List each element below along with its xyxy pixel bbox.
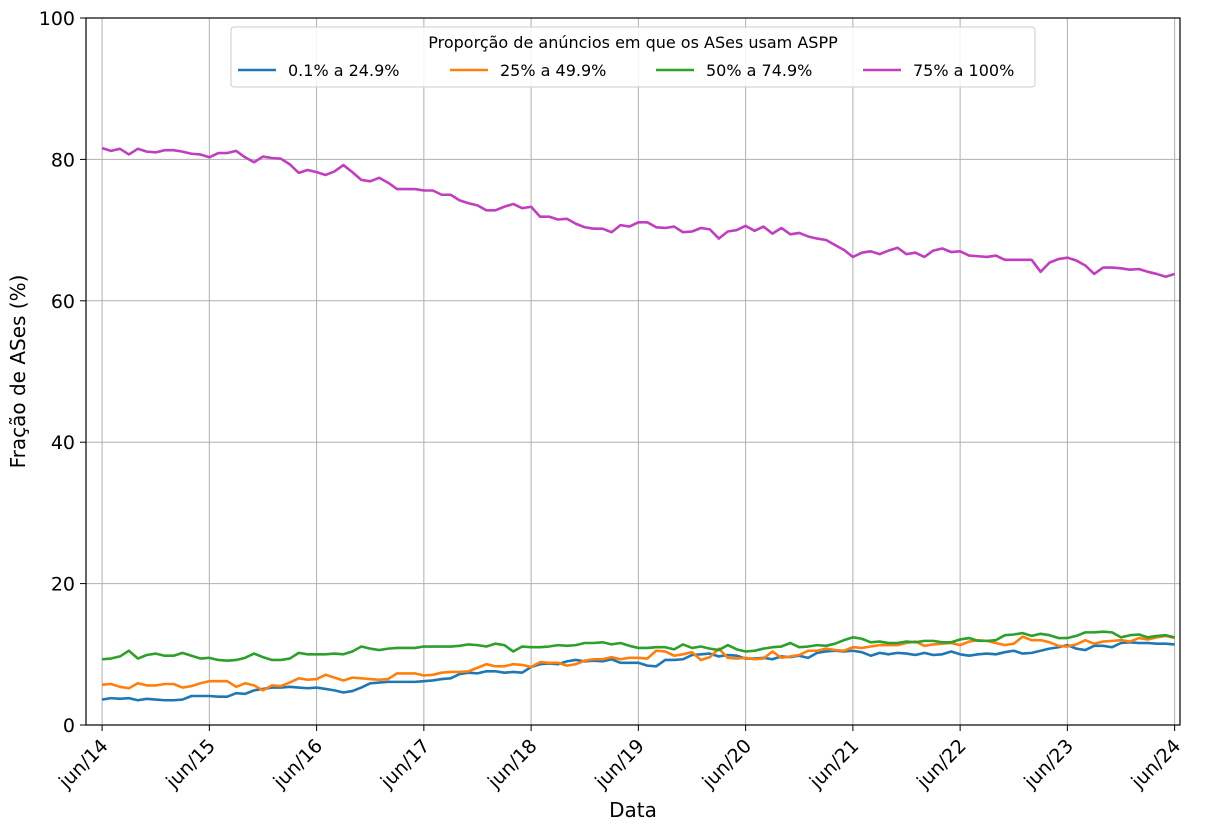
legend-label: 50% a 74.9% — [706, 61, 812, 80]
x-tick-label: jun/18 — [483, 735, 542, 794]
series-line — [101, 634, 1175, 692]
y-tick-label: 40 — [51, 432, 75, 454]
y-tick-label: 80 — [51, 149, 75, 171]
x-tick-label: jun/23 — [1019, 735, 1078, 794]
x-tick-label: jun/15 — [161, 735, 220, 794]
x-tick-label: jun/14 — [54, 735, 113, 794]
x-tick-label: jun/17 — [376, 735, 435, 794]
series-line — [101, 146, 1176, 279]
series-line — [101, 630, 1175, 662]
x-axis-label: Data — [609, 798, 657, 822]
x-tick-label: jun/16 — [268, 735, 327, 794]
legend-title: Proporção de anúncios em que os ASes usa… — [428, 33, 838, 52]
x-tick-label: jun/24 — [1127, 735, 1186, 794]
x-tick-label: jun/20 — [697, 735, 756, 794]
y-tick-label: 0 — [63, 715, 75, 737]
plot-frame — [85, 17, 1181, 726]
x-tick-label: jun/19 — [590, 735, 649, 794]
series-lines — [101, 146, 1176, 702]
x-tick-label: jun/22 — [912, 735, 971, 794]
y-tick-label: 100 — [39, 8, 75, 30]
legend-box — [230, 26, 1036, 88]
y-axis-label: Fração de ASes (%) — [6, 275, 30, 469]
legend-label: 75% a 100% — [913, 61, 1014, 80]
series-line — [101, 640, 1175, 702]
x-tick-label: jun/21 — [805, 735, 864, 794]
grid-lines — [86, 17, 1180, 726]
y-tick-label: 60 — [51, 291, 75, 313]
legend-items: 0.1% a 24.9% 25% a 49.9% 50% a 74.9% 75% a … — [238, 61, 1014, 80]
legend-label: 25% a 49.9% — [500, 61, 606, 80]
y-tick-label: 20 — [51, 574, 75, 596]
axis-ticks: 0 20 40 60 80 100 jun/14 jun/15 jun/16 jun/17 jun/… — [39, 8, 1185, 794]
legend: Proporção de anúncios em que os ASes usa… — [230, 26, 1036, 88]
legend-label: 0.1% a 24.9% — [288, 61, 399, 80]
